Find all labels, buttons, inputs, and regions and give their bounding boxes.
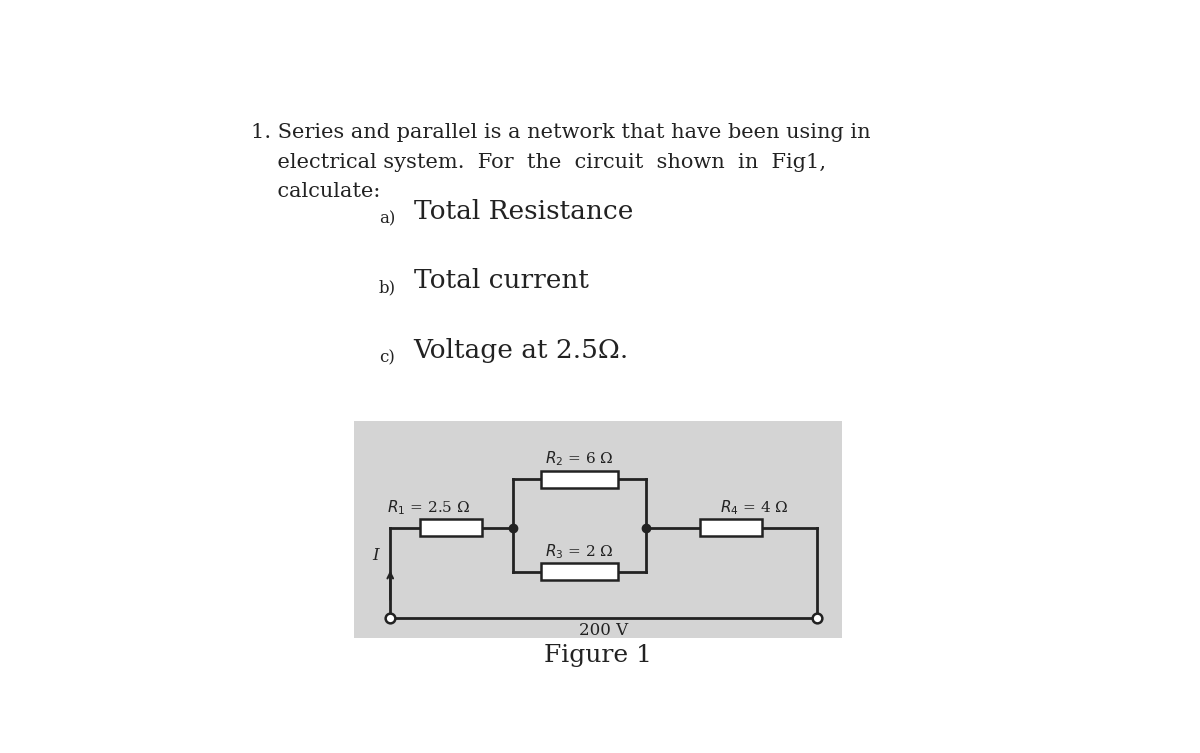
Text: $\mathit{R}_4$ = 4 Ω: $\mathit{R}_4$ = 4 Ω [720,498,788,517]
Text: Figure 1: Figure 1 [544,644,652,667]
Text: $\mathit{R}_1$ = 2.5 Ω: $\mathit{R}_1$ = 2.5 Ω [386,498,470,517]
Text: $\mathit{R}_3$ = 2 Ω: $\mathit{R}_3$ = 2 Ω [545,542,613,561]
Text: calculate:: calculate: [251,182,380,201]
Bar [420,520,482,536]
Text: $\mathit{R}_2$ = 6 Ω: $\mathit{R}_2$ = 6 Ω [545,450,613,468]
Text: c): c) [379,349,395,366]
Bar [541,563,618,580]
Text: 200 V: 200 V [578,623,628,639]
Bar [354,421,842,638]
Text: electrical system.  For  the  circuit  shown  in  Fig1,: electrical system. For the circuit shown… [251,153,826,172]
Bar [701,520,762,536]
Text: 1. Series and parallel is a network that have been using in: 1. Series and parallel is a network that… [251,123,870,142]
Bar [541,471,618,488]
Text: Total current: Total current [414,268,588,293]
Text: I: I [372,547,379,564]
Text: Total Resistance: Total Resistance [414,199,632,224]
Text: a): a) [379,211,395,227]
Text: Voltage at 2.5Ω.: Voltage at 2.5Ω. [414,337,629,362]
Text: b): b) [379,280,396,297]
